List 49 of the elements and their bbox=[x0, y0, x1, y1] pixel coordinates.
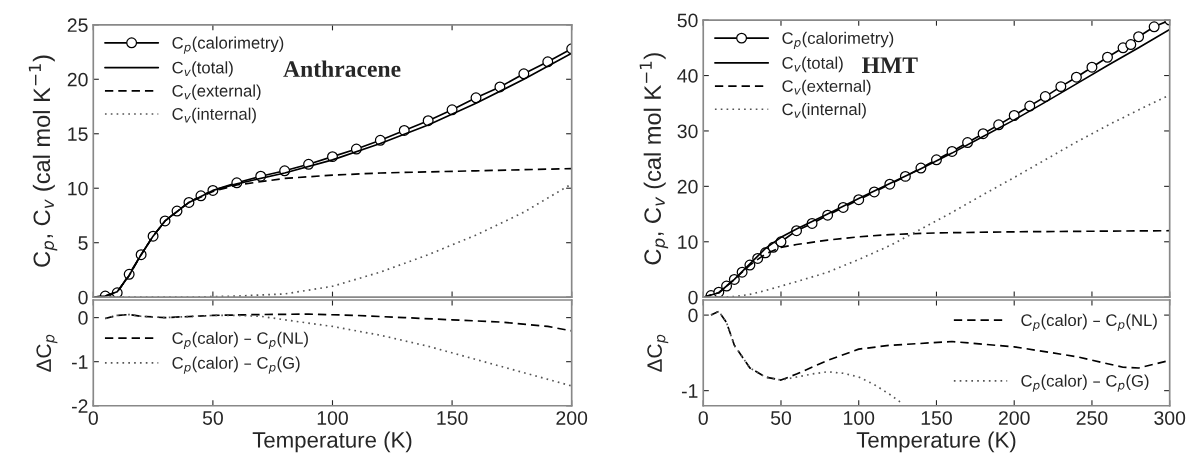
x-axis-title: Temperature (K) bbox=[252, 431, 412, 453]
y-axis-title: C$_{p}$, C$_{v}$ (cal mol K$^{−1}$) bbox=[28, 55, 58, 267]
legend-label: C$_{v}$(external) bbox=[172, 84, 261, 100]
legend-label: C$_{v}$(total) bbox=[172, 61, 233, 77]
legend-label: C$_{p}$(calor) – C$_{p}$(G) bbox=[172, 356, 300, 374]
x-tick-label: 100 bbox=[317, 411, 348, 425]
y-tick-label: 20 bbox=[677, 179, 698, 194]
y-tick-label: -2 bbox=[72, 399, 88, 413]
y-tick-label: 0 bbox=[688, 308, 698, 323]
x-tick-label: 200 bbox=[556, 411, 588, 425]
x-tick-label: 0 bbox=[88, 411, 98, 425]
legend-label: C$_{p}$(calorimetry) bbox=[172, 36, 284, 54]
legend-label: C$_{v}$(total) bbox=[782, 56, 843, 73]
y-tick-label: 10 bbox=[678, 235, 698, 250]
text: HMT bbox=[862, 57, 918, 73]
x-axis-title: Temperature (K) bbox=[856, 431, 1016, 453]
x-tick-label: 50 bbox=[202, 411, 223, 425]
y-tick-label: 40 bbox=[677, 69, 698, 83]
legend-label: C$_{p}$(calorimetry) bbox=[782, 31, 894, 50]
x-tick-label: 300 bbox=[1154, 411, 1186, 425]
y-tick-label: 15 bbox=[68, 127, 88, 141]
legend-label: C$_{v}$(external) bbox=[782, 79, 871, 96]
y-tick-label: 30 bbox=[677, 124, 698, 139]
x-tick-label: 0 bbox=[698, 411, 708, 425]
x-tick-label: 150 bbox=[921, 411, 952, 425]
y-axis-title: ΔC$_{p}$ bbox=[647, 334, 669, 372]
y-tick-label: 25 bbox=[67, 18, 88, 33]
legend-label: C$_{p}$(calor) – C$_{p}$(G) bbox=[1021, 374, 1149, 392]
y-tick-label: -1 bbox=[72, 355, 88, 369]
y-tick-label: -1 bbox=[681, 384, 698, 398]
y-tick-label: 0 bbox=[688, 290, 698, 305]
legend-label: C$_{p}$(calor) – C$_{p}$(NL) bbox=[1021, 313, 1157, 332]
text: Anthracene bbox=[283, 60, 401, 78]
legend-label: C$_{v}$(internal) bbox=[172, 107, 256, 124]
y-tick-label: 20 bbox=[67, 72, 88, 87]
x-tick-label: 200 bbox=[998, 411, 1030, 425]
y-tick-label: 5 bbox=[78, 236, 88, 250]
x-tick-label: 150 bbox=[437, 411, 468, 425]
y-tick-label: 10 bbox=[68, 181, 88, 196]
y-axis-title: ΔC$_{p}$ bbox=[36, 334, 58, 372]
y-axis-title: C$_{p}$, C$_{v}$ (cal mol K$^{−1}$) bbox=[639, 53, 669, 265]
x-tick-label: 100 bbox=[843, 411, 875, 425]
legend-label: C$_{p}$(calor) – C$_{p}$(NL) bbox=[172, 331, 308, 350]
y-tick-label: 50 bbox=[677, 13, 698, 28]
x-tick-label: 50 bbox=[770, 411, 792, 425]
y-tick-label: 0 bbox=[78, 311, 88, 325]
y-tick-label: 0 bbox=[78, 290, 88, 305]
legend-label: C$_{v}$(internal) bbox=[782, 102, 866, 119]
x-tick-label: 250 bbox=[1076, 411, 1108, 425]
